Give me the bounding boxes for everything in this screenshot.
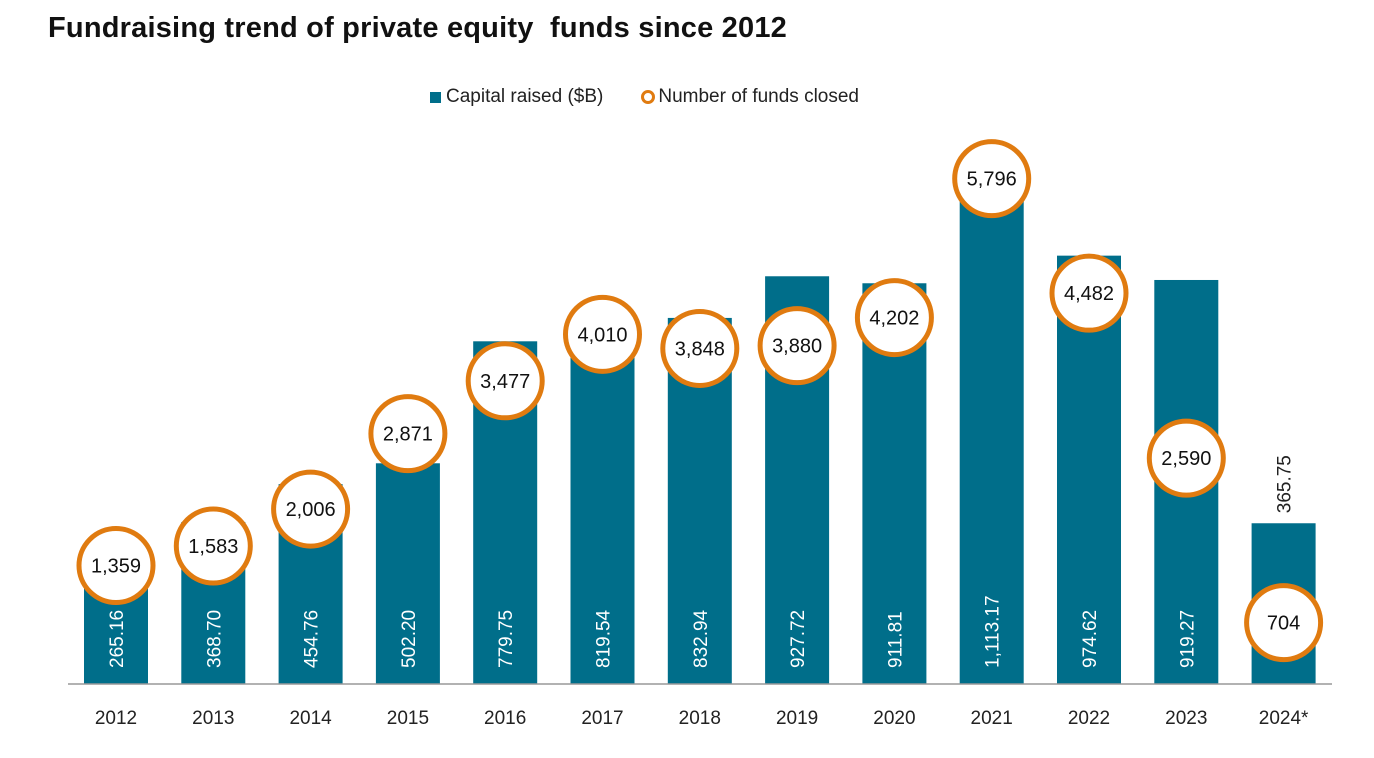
bar-value-label: 832.94 (691, 609, 712, 668)
funds-marker-2014 (271, 469, 351, 549)
funds-marker-2017 (563, 294, 642, 374)
funds-marker-2016 (465, 341, 545, 421)
funds-value-label: 5,796 (967, 169, 1017, 191)
legend-label-funds: Number of funds closed (658, 86, 860, 107)
chart-title: Fundraising trend of private equity fund… (48, 12, 787, 44)
funds-value-label: 2,871 (383, 424, 433, 446)
bar-2021 (959, 194, 1024, 684)
funds-value-label: 1,359 (91, 555, 141, 577)
funds-value-label: 3,848 (675, 338, 725, 360)
bar-value-label: 502.20 (399, 610, 420, 668)
x-tick-label: 2018 (679, 708, 721, 729)
legend-circle-swatch (641, 90, 656, 104)
funds-marker-2024* (1244, 583, 1324, 663)
legend-label-capital: Capital raised ($B) (446, 86, 604, 107)
funds-marker-2019 (757, 306, 837, 386)
legend-item-funds: Number of funds closed (641, 86, 859, 108)
funds-value-label: 704 (1267, 613, 1300, 635)
x-tick-label: 2016 (484, 708, 526, 729)
bar-value-label: 365.75 (1275, 455, 1296, 513)
bar-value-label: 454.76 (302, 610, 323, 668)
funds-marker-2015 (368, 394, 448, 474)
x-tick-label: 2019 (776, 708, 818, 729)
bar-value-label: 819.54 (594, 609, 615, 668)
x-tick-label: 2022 (1068, 708, 1110, 729)
bar-value-label: 911.81 (885, 611, 906, 668)
funds-value-label: 1,583 (188, 536, 238, 558)
x-tick-label: 2024* (1259, 708, 1309, 729)
x-tick-label: 2012 (95, 708, 137, 729)
funds-value-label: 3,880 (772, 336, 822, 358)
bar-value-label: 919.27 (1177, 610, 1198, 668)
bar-value-label: 265.16 (107, 610, 128, 668)
funds-value-label: 2,006 (286, 499, 336, 521)
funds-marker-2021 (952, 139, 1032, 219)
bar-value-label: 974.62 (1080, 610, 1101, 668)
bar-value-label: 927.72 (788, 610, 809, 668)
x-tick-label: 2014 (289, 708, 332, 729)
x-tick-label: 2023 (1165, 708, 1207, 729)
bar-value-label: 368.70 (204, 610, 225, 668)
x-tick-label: 2020 (873, 708, 915, 729)
funds-value-label: 4,010 (577, 324, 627, 346)
x-tick-label: 2015 (387, 708, 429, 729)
funds-marker-2013 (173, 506, 253, 586)
bar-2015 (375, 463, 440, 684)
bar-2017 (570, 323, 635, 684)
funds-marker-2018 (660, 308, 740, 388)
x-tick-label: 2013 (192, 708, 234, 729)
legend-item-capital: Capital raised ($B) (430, 86, 603, 108)
funds-value-label: 4,482 (1064, 283, 1114, 305)
x-tick-label: 2021 (971, 708, 1013, 729)
funds-value-label: 4,202 (869, 308, 919, 330)
funds-marker-2023 (1146, 418, 1226, 498)
bar-value-label: 1,113.17 (983, 595, 1004, 668)
funds-marker-2022 (1049, 253, 1129, 333)
legend-bar-swatch (430, 91, 441, 103)
funds-marker-2012 (76, 525, 156, 605)
funds-marker-2020 (854, 278, 934, 358)
legend: Capital raised ($B) Number of funds clos… (430, 86, 897, 108)
funds-value-label: 3,477 (480, 371, 530, 393)
x-tick-label: 2017 (581, 708, 623, 729)
funds-value-label: 2,590 (1161, 448, 1211, 470)
bar-value-label: 779.75 (496, 610, 517, 668)
